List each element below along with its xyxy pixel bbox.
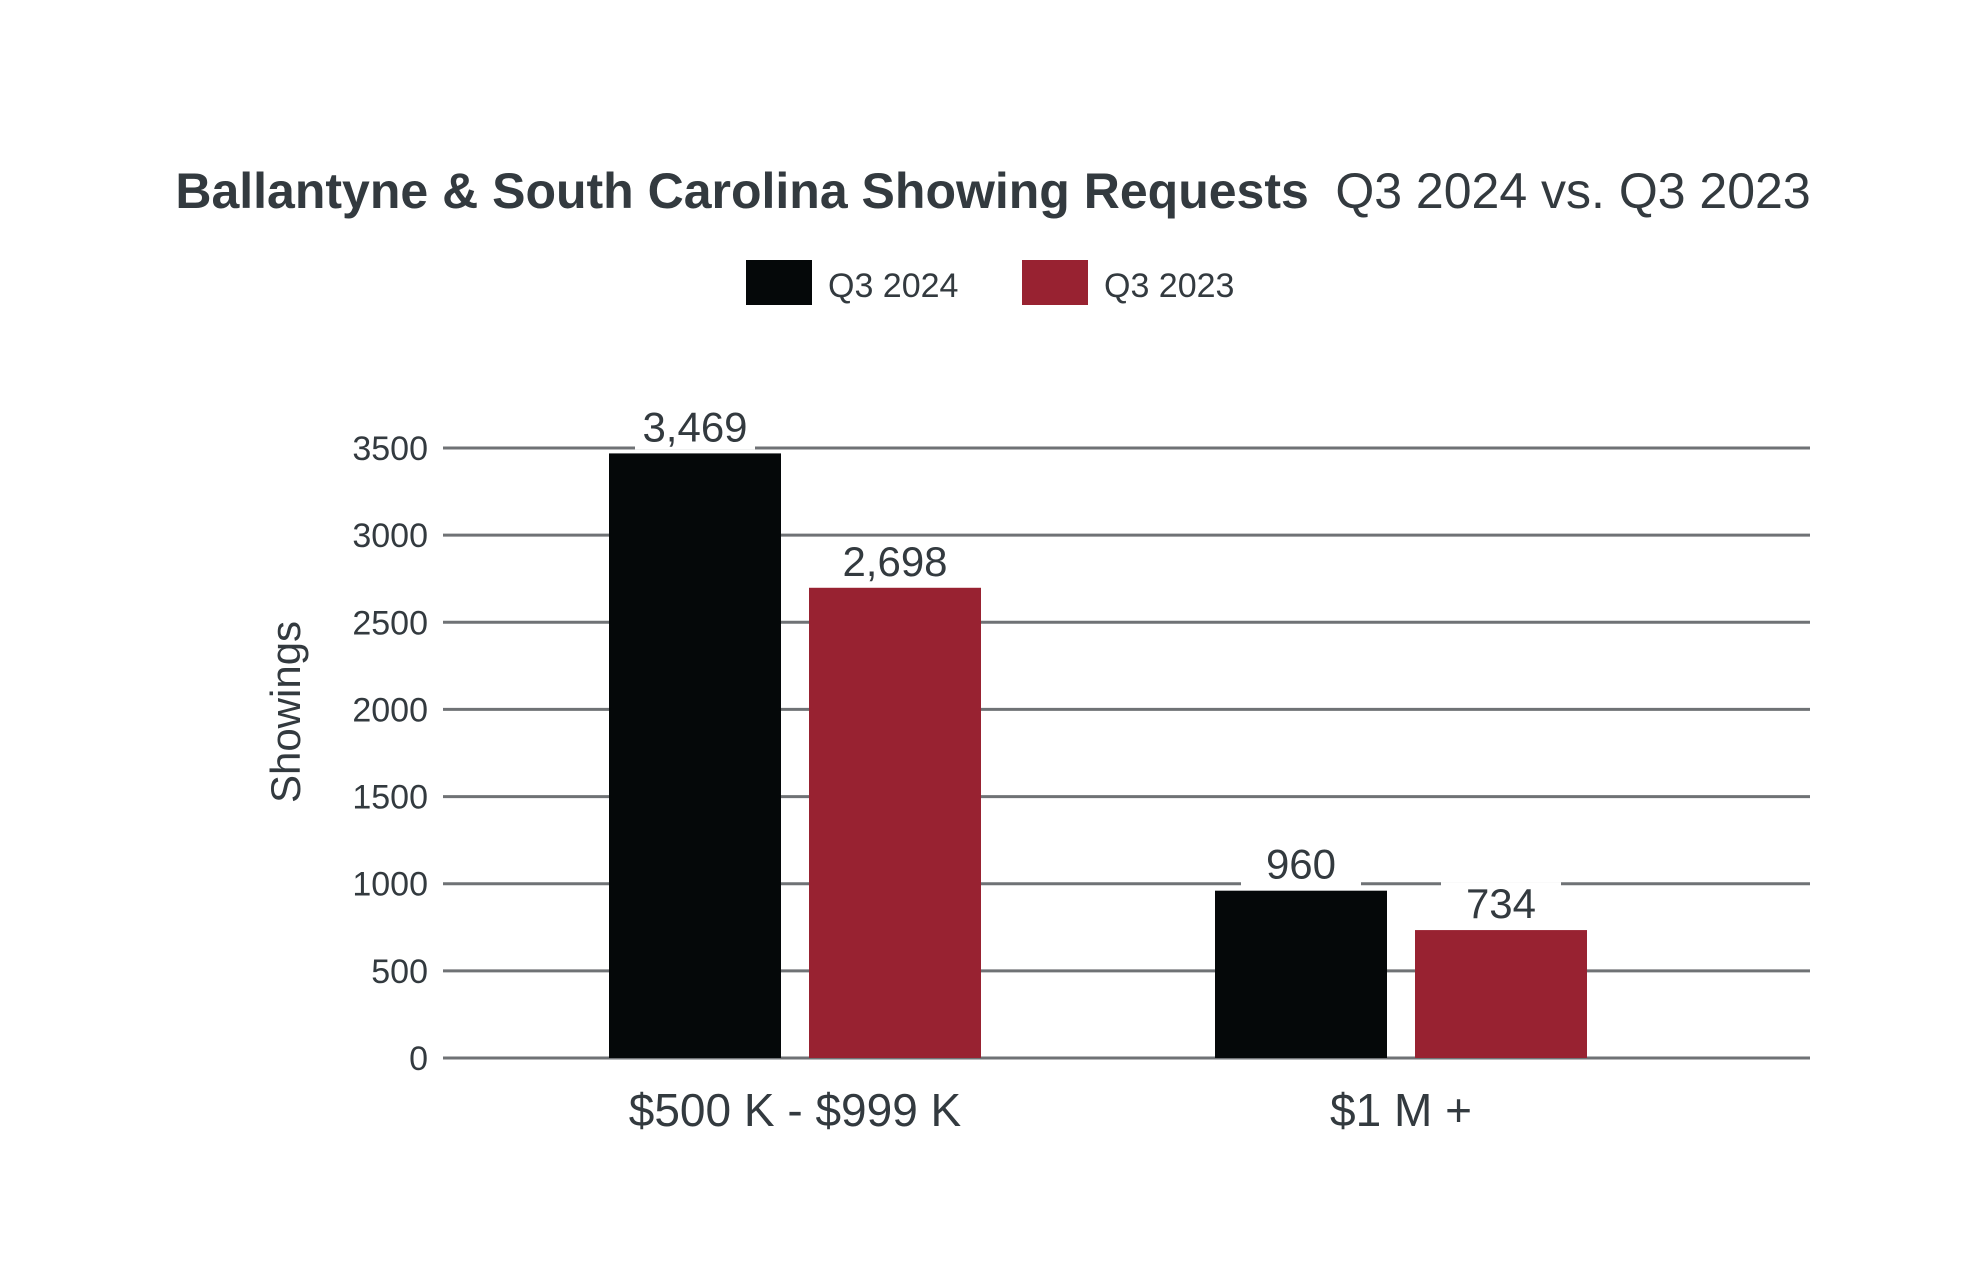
data-label-bg — [635, 405, 755, 450]
y-tick-label-1500: 1500 — [352, 779, 428, 817]
y-tick-label-500: 500 — [371, 953, 428, 991]
x-category-label-1: $1 M + — [1330, 1084, 1472, 1136]
chart-title: Ballantyne & South Carolina Showing Requ… — [175, 163, 1810, 219]
chart-title-light: Q3 2024 vs. Q3 2023 — [1335, 163, 1810, 219]
data-label-bg — [1241, 842, 1361, 887]
bars — [609, 453, 1587, 1059]
y-tick-label-3500: 3500 — [352, 430, 428, 468]
y-tick-label-3000: 3000 — [352, 517, 428, 555]
legend-swatch-q3-2023 — [1022, 260, 1088, 305]
data-label-bg — [1441, 882, 1561, 927]
data-label-bg — [835, 539, 955, 584]
data-label-q3-2024-cat-0: 3,469 — [642, 403, 747, 450]
y-axis-label: Showings — [262, 621, 309, 803]
data-label-q3-2023-cat-0: 2,698 — [842, 538, 947, 585]
legend-swatch-q3-2024 — [746, 260, 812, 305]
data-labels: 3,469 2,698 960 734 — [635, 403, 1561, 927]
chart-title-bold: Ballantyne & South Carolina Showing Requ… — [175, 163, 1308, 219]
data-label-q3-2024-cat-1: 960 — [1266, 841, 1336, 888]
y-tick-label-1000: 1000 — [352, 866, 428, 904]
bar-q3-2024-cat-1 — [1215, 890, 1387, 1058]
data-label-q3-2023-cat-1: 734 — [1466, 880, 1536, 927]
y-tick-label-2500: 2500 — [352, 604, 428, 642]
x-axis-categories: $500 K - $999 K $1 M + — [629, 1084, 1472, 1136]
legend-label-q3-2024: Q3 2024 — [828, 267, 958, 305]
x-category-label-0: $500 K - $999 K — [629, 1084, 962, 1136]
y-tick-label-2000: 2000 — [352, 691, 428, 729]
y-tick-label-0: 0 — [409, 1040, 428, 1078]
bar-q3-2023-cat-0 — [809, 587, 981, 1058]
bar-q3-2023-cat-1 — [1415, 930, 1587, 1058]
y-axis-ticks: 0 500 1000 1500 2000 2500 3000 3500 — [352, 430, 428, 1078]
bar-q3-2024-cat-0 — [609, 453, 781, 1059]
legend: Q3 2024 Q3 2023 — [746, 260, 1234, 305]
legend-label-q3-2023: Q3 2023 — [1104, 267, 1234, 305]
